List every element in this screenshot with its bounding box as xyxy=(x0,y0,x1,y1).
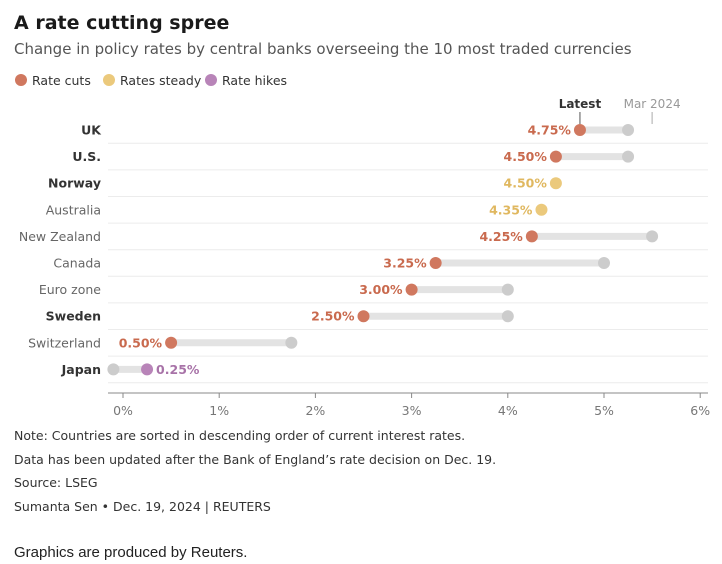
x-tick-label: 1% xyxy=(209,403,229,418)
value-label-uk: 4.75% xyxy=(528,123,572,138)
legend-swatch-steady xyxy=(103,74,115,86)
country-label-sweden: Sweden xyxy=(46,309,101,324)
dot-previous-sweden xyxy=(501,310,514,323)
country-label-canada: Canada xyxy=(53,256,101,271)
country-label-new-zealand: New Zealand xyxy=(19,229,101,244)
dot-previous-uk xyxy=(622,124,635,136)
country-label-norway: Norway xyxy=(48,176,101,191)
credit-line: Graphics are produced by Reuters. xyxy=(14,544,247,561)
legend-label-cuts: Rate cuts xyxy=(32,73,91,88)
plot-area: Latest Mar 2024 UK 4.75% U.S. 4.50% Norway 4.50… xyxy=(19,97,710,418)
country-label-uk: UK xyxy=(81,123,102,138)
value-label-norway: 4.50% xyxy=(504,176,548,191)
dot-latest-switzerland xyxy=(165,336,178,349)
legend-label-hikes: Rate hikes xyxy=(222,73,287,88)
value-label-new-zealand: 4.25% xyxy=(479,229,523,244)
header-latest: Latest xyxy=(559,97,602,111)
dot-previous-japan xyxy=(107,363,120,376)
dot-previous-switzerland xyxy=(285,336,298,349)
note-source: Source: LSEG xyxy=(14,475,98,490)
value-label-australia: 4.35% xyxy=(489,202,533,217)
dot-latest-euro-zone xyxy=(405,283,418,296)
footnotes: Note: Countries are sorted in descending… xyxy=(14,428,496,514)
dot-latest-u-s xyxy=(549,150,562,163)
country-label-australia: Australia xyxy=(46,202,101,217)
value-label-euro-zone: 3.00% xyxy=(359,282,403,297)
dot-latest-new-zealand xyxy=(525,230,538,243)
note-update: Data has been updated after the Bank of … xyxy=(14,452,496,467)
dot-latest-australia xyxy=(535,203,548,216)
dot-previous-canada xyxy=(598,257,610,269)
dot-previous-euro-zone xyxy=(501,283,514,296)
x-tick-label: 0% xyxy=(113,403,133,418)
dot-latest-sweden xyxy=(357,310,370,323)
country-label-u-s: U.S. xyxy=(72,149,101,164)
legend-swatch-cuts xyxy=(15,74,27,86)
value-label-japan: 0.25% xyxy=(156,362,200,377)
legend-label-steady: Rates steady xyxy=(120,73,202,88)
country-label-switzerland: Switzerland xyxy=(28,335,101,350)
dot-latest-japan xyxy=(141,363,154,376)
dot-latest-canada xyxy=(429,257,442,269)
dot-latest-uk xyxy=(573,124,586,136)
value-label-u-s: 4.50% xyxy=(504,149,548,164)
dot-previous-u-s xyxy=(622,150,635,163)
legend-swatch-hikes xyxy=(205,74,217,86)
dot-previous-new-zealand xyxy=(646,230,659,243)
note-sort: Note: Countries are sorted in descending… xyxy=(14,428,465,443)
chart-subtitle: Change in policy rates by central banks … xyxy=(14,40,632,58)
value-label-sweden: 2.50% xyxy=(311,309,355,324)
country-label-japan: Japan xyxy=(61,362,101,377)
x-tick-label: 4% xyxy=(498,403,518,418)
x-tick-label: 6% xyxy=(690,403,710,418)
legend: Rate cuts Rates steady Rate hikes xyxy=(15,73,287,88)
header-previous: Mar 2024 xyxy=(624,97,681,111)
x-tick-label: 3% xyxy=(402,403,422,418)
note-byline: Sumanta Sen • Dec. 19, 2024 | REUTERS xyxy=(14,499,271,514)
dot-latest-norway xyxy=(549,177,562,190)
country-label-euro-zone: Euro zone xyxy=(39,282,101,297)
x-tick-label: 5% xyxy=(594,403,614,418)
chart-title: A rate cutting spree xyxy=(14,12,229,34)
value-label-canada: 3.25% xyxy=(383,256,427,271)
x-tick-label: 2% xyxy=(305,403,325,418)
value-label-switzerland: 0.50% xyxy=(119,335,163,350)
